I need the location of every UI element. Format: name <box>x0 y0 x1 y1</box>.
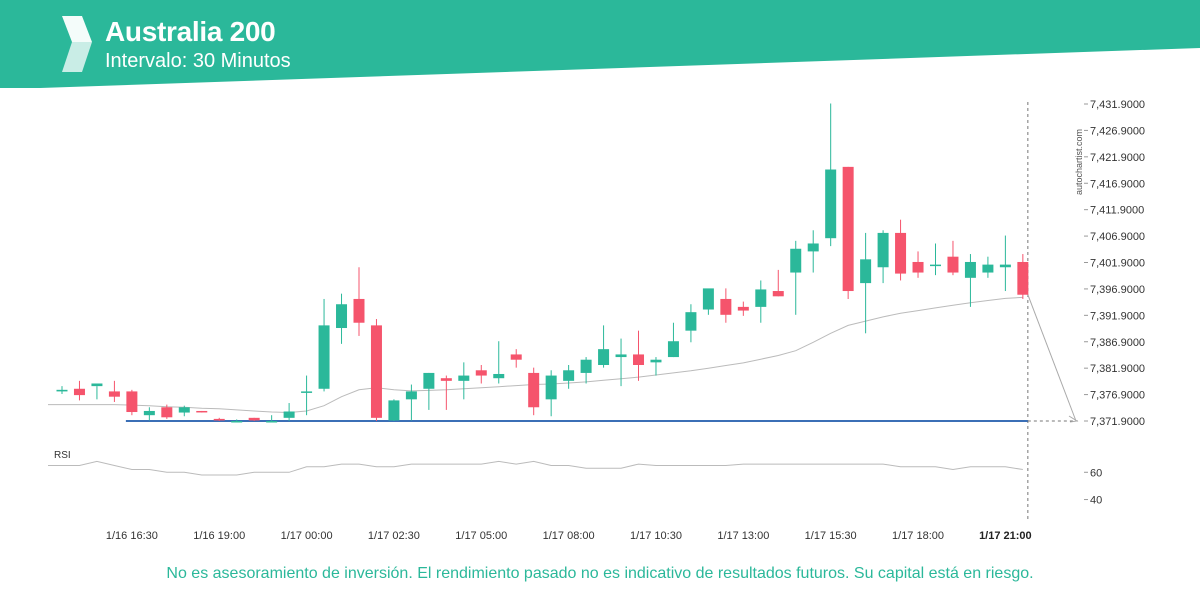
candle <box>930 243 941 276</box>
price-tick-label: 7,416.9000 <box>1090 178 1145 190</box>
interval-subtitle: Intervalo: 30 Minutos <box>105 50 291 72</box>
candle <box>248 417 260 421</box>
candle <box>633 330 645 381</box>
candle <box>650 357 662 376</box>
candle <box>493 341 505 384</box>
candle <box>353 267 365 336</box>
candle <box>825 103 837 247</box>
time-tick-label: 1/17 02:30 <box>368 530 420 542</box>
candle <box>877 230 889 284</box>
candle <box>91 383 103 400</box>
time-tick-label: 1/17 10:30 <box>630 530 682 542</box>
watermark-text: autochartist.com <box>1074 129 1084 195</box>
price-tick-label: 7,381.9000 <box>1090 363 1145 375</box>
price-tick-label: 7,426.9000 <box>1090 125 1145 137</box>
price-tick-label: 7,371.9000 <box>1090 416 1145 428</box>
rsi-label: RSI <box>54 450 71 461</box>
price-tick-label: 7,391.9000 <box>1090 310 1145 322</box>
candle <box>860 232 872 334</box>
candle <box>318 298 330 392</box>
time-tick-label: 1/17 08:00 <box>543 530 595 542</box>
instrument-title: Australia 200 <box>105 16 276 47</box>
candle <box>685 304 697 343</box>
candle <box>964 254 976 307</box>
candle <box>999 235 1011 292</box>
candle <box>213 417 225 421</box>
risk-disclaimer: No es asesoramiento de inversión. El ren… <box>166 565 1034 582</box>
price-tick-label: 7,421.9000 <box>1090 152 1145 164</box>
candle <box>772 269 784 297</box>
candle <box>266 415 278 423</box>
time-tick-label: 1/16 19:00 <box>193 530 245 542</box>
candle <box>388 399 400 421</box>
candle <box>790 240 802 315</box>
candle <box>440 375 452 410</box>
candle <box>598 325 610 368</box>
candle <box>947 240 959 276</box>
candle <box>563 364 575 389</box>
candle-layer <box>56 103 1029 423</box>
candle <box>1017 254 1029 299</box>
candle <box>842 166 854 299</box>
time-tick-label: 1/17 15:30 <box>805 530 857 542</box>
candle <box>982 256 994 278</box>
rsi-panel: RSI 60 40 <box>48 450 1102 507</box>
candle <box>475 364 487 384</box>
price-tick-label: 7,396.9000 <box>1090 284 1145 296</box>
time-tick-label: 1/17 18:00 <box>892 530 944 542</box>
candle <box>510 349 522 368</box>
candle <box>73 380 85 401</box>
time-tick-label: 1/16 16:30 <box>106 530 158 542</box>
candle <box>615 338 627 387</box>
candle <box>196 410 208 413</box>
candle <box>108 380 120 402</box>
logo-icon <box>62 16 92 72</box>
price-tick-label: 7,401.9000 <box>1090 258 1145 270</box>
price-axis: 7,431.9000 7,426.9000 7,421.9000 7,416.9000… <box>1084 99 1145 428</box>
header-banner: Australia 200 Intervalo: 30 Minutos <box>0 0 1200 90</box>
candle <box>545 370 557 417</box>
candle <box>912 251 924 278</box>
candle <box>143 407 155 421</box>
price-tick-label: 7,411.9000 <box>1090 205 1144 217</box>
rsi-line <box>48 460 1023 476</box>
candle <box>720 288 732 323</box>
forecast-arrow-head <box>1068 415 1079 423</box>
price-tick-label: 7,376.9000 <box>1090 390 1145 402</box>
candle <box>702 288 714 315</box>
candle <box>895 219 907 281</box>
candle <box>370 319 382 421</box>
candle <box>458 362 470 400</box>
candle <box>667 322 679 358</box>
time-tick-label: 1/17 21:00 <box>979 530 1032 542</box>
time-tick-label: 1/17 13:00 <box>717 530 769 542</box>
candle <box>737 301 749 316</box>
candle <box>755 280 767 323</box>
candle <box>580 357 592 384</box>
candle <box>161 404 173 419</box>
rsi-tick-label: 40 <box>1090 495 1102 507</box>
forecast-arrow <box>1027 294 1077 422</box>
price-chart: 7,431.9000 7,426.9000 7,421.9000 7,416.9000… <box>48 99 1145 542</box>
candle <box>301 375 313 416</box>
candle <box>126 389 138 416</box>
time-tick-label: 1/17 00:00 <box>281 530 333 542</box>
candle <box>178 405 190 417</box>
candle <box>405 384 417 421</box>
candle <box>231 419 243 423</box>
price-tick-label: 7,406.9000 <box>1090 231 1145 243</box>
candle <box>528 367 540 416</box>
rsi-tick-label: 60 <box>1090 467 1102 479</box>
candle <box>283 403 295 421</box>
time-tick-label: 1/17 05:00 <box>455 530 507 542</box>
price-tick-label: 7,431.9000 <box>1090 99 1145 111</box>
header-background <box>0 0 1200 88</box>
candle <box>56 386 68 395</box>
candle <box>336 293 348 344</box>
candle <box>423 372 435 410</box>
time-axis: 1/16 16:30 1/16 19:00 1/17 00:00 1/17 02:30… <box>106 530 1032 542</box>
candle <box>807 230 819 273</box>
price-tick-label: 7,386.9000 <box>1090 337 1145 349</box>
